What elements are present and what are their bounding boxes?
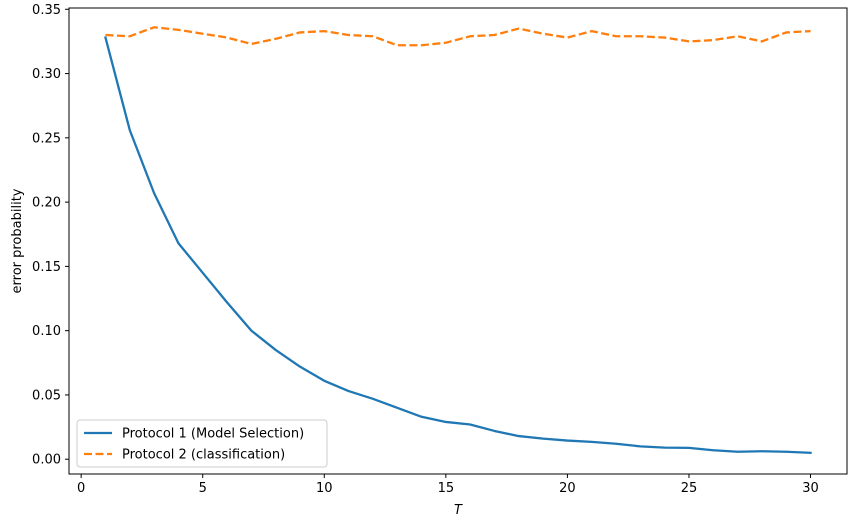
- y-axis-label: error probability: [10, 188, 25, 293]
- x-tick-label: 30: [802, 481, 819, 496]
- x-tick-label: 20: [559, 481, 576, 496]
- legend-label-protocol-2: Protocol 2 (classification): [122, 448, 285, 463]
- y-axis-ticks: 0.00 0.05 0.10 0.15 0.20 0.25 0.30 0.35: [32, 3, 69, 468]
- legend-label-protocol-1: Protocol 1 (Model Selection): [122, 427, 304, 442]
- y-tick-label: 0.35: [32, 3, 61, 18]
- legend-box: [76, 419, 328, 468]
- x-tick-label: 15: [438, 481, 455, 496]
- y-tick-label: 0.00: [32, 453, 61, 468]
- y-tick-label: 0.10: [32, 324, 61, 339]
- x-tick-label: 25: [681, 481, 698, 496]
- y-tick-label: 0.30: [32, 67, 61, 82]
- x-axis-ticks: 0 5 10 15 20 25 30: [77, 474, 819, 496]
- y-tick-label: 0.25: [32, 131, 61, 146]
- series-lines: [104, 26, 812, 454]
- x-tick-label: 5: [199, 481, 207, 496]
- plot-area: 0 5 10 15 20 25 30 0.00 0.05 0.10 0.15 0.20 0.25 0.3…: [32, 3, 848, 496]
- x-axis-label: T: [454, 503, 463, 518]
- y-tick-label: 0.05: [32, 388, 61, 403]
- x-tick-label: 10: [316, 481, 333, 496]
- y-tick-label: 0.15: [32, 260, 61, 275]
- axes-frame: [68, 7, 848, 475]
- y-tick-label: 0.20: [32, 196, 61, 211]
- x-tick-label: 0: [77, 481, 85, 496]
- series-line-protocol-2: [105, 26, 811, 47]
- legend: Protocol 1 (Model Selection) Protocol 2 …: [76, 419, 328, 468]
- series-line-protocol-1: [104, 36, 812, 454]
